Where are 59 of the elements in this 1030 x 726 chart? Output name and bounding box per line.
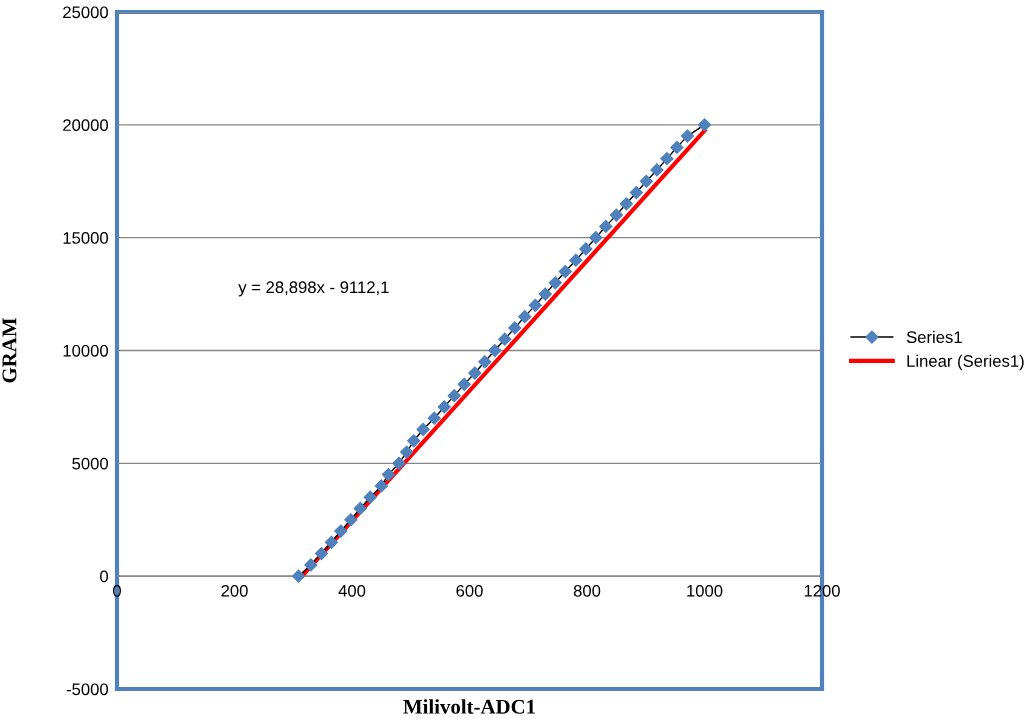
point [619,197,633,211]
point [407,434,421,448]
point [291,569,306,583]
x-axis-title: Milivolt-ADC1 [403,699,535,714]
point [629,185,643,200]
point [457,377,471,391]
point [353,501,367,516]
point [374,479,388,493]
point [697,118,712,132]
point [488,343,502,358]
y-tick-label: 15000 [63,232,109,244]
point [478,355,492,369]
point [447,389,461,403]
y-axis-title: GRAM [2,318,17,383]
point [680,129,695,143]
point [400,445,414,459]
point [304,558,318,572]
point [437,400,451,414]
y-tick-label: 10000 [63,344,109,357]
point [599,219,613,233]
point [548,276,562,290]
point [334,524,348,538]
point [427,411,441,425]
point [569,253,583,267]
point [381,468,396,482]
x-tick-label: 1000 [687,584,723,597]
y-tick-label: -5000 [66,683,109,696]
legend-label: Linear (Series1) [907,354,1024,371]
point [363,490,377,504]
point [518,310,532,324]
x-tick-label: 600 [456,584,483,597]
point [324,535,339,549]
point [558,264,572,279]
point [344,513,358,527]
point [660,152,674,166]
x-tick-label: 0 [113,584,121,597]
legend-label: Series1 [906,330,962,344]
point [589,231,603,245]
x-tick-label: 800 [573,584,601,597]
x-tick-label: 400 [338,584,366,597]
point [508,321,522,335]
point [392,456,406,470]
point [498,332,512,346]
y-tick-label: 20000 [63,119,109,132]
y-tick-label: 5000 [72,457,109,470]
annotation: y = 28,898x - 9112,1 [238,281,389,297]
point [538,287,552,301]
y-tick-label: 25000 [63,6,109,19]
point [416,422,430,437]
point [314,547,329,561]
point [639,174,653,188]
point [528,298,542,312]
point [670,140,684,154]
point [609,208,623,222]
point [579,242,593,256]
point [650,163,664,177]
y-tick-label: 0 [100,570,109,583]
point [468,366,482,380]
x-tick-label: 200 [221,584,248,597]
